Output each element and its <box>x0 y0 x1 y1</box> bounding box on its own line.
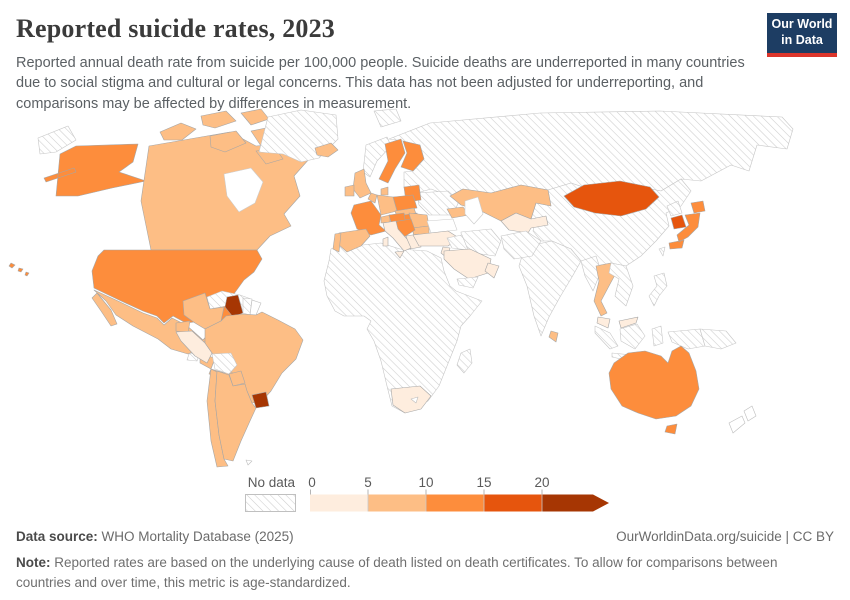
data-source: Data source: WHO Mortality Database (202… <box>16 529 294 544</box>
rights-link[interactable]: OurWorldinData.org/suicide | CC BY <box>616 529 834 544</box>
country-finland[interactable] <box>400 140 425 172</box>
country-taiwan[interactable] <box>658 246 666 257</box>
country-malaysia[interactable] <box>596 316 639 329</box>
black-sea <box>426 218 458 234</box>
country-central-asia[interactable] <box>500 212 549 234</box>
note-text: Reported rates are based on the underlyi… <box>16 555 778 591</box>
legend-bin-15-20[interactable] <box>484 494 542 512</box>
country-lesotho[interactable] <box>410 396 419 404</box>
country-india[interactable] <box>518 240 582 337</box>
country-benelux[interactable] <box>367 192 378 204</box>
country-russia[interactable] <box>388 110 794 197</box>
country-portugal[interactable] <box>332 232 342 253</box>
legend-tick-4: 20 <box>534 475 549 490</box>
page-title: Reported suicide rates, 2023 <box>16 14 335 43</box>
legend-bin-20-plus[interactable] <box>542 494 609 512</box>
country-uruguay[interactable] <box>251 391 270 409</box>
no-data-swatch[interactable] <box>245 494 296 512</box>
country-argentina[interactable] <box>214 370 257 462</box>
world-map <box>8 108 794 468</box>
caspian-sea <box>464 196 484 225</box>
country-chukotka[interactable] <box>37 125 77 155</box>
note-label: Note: <box>16 555 51 570</box>
country-peru[interactable] <box>175 330 213 364</box>
no-data-label: No data <box>248 475 296 490</box>
country-papua-new-guinea[interactable] <box>699 328 737 350</box>
legend-bin-10-15[interactable] <box>426 494 484 512</box>
country-bolivia[interactable] <box>211 352 238 375</box>
data-source-label: Data source: <box>16 529 98 544</box>
country-yemen[interactable] <box>456 276 479 289</box>
country-south-africa[interactable] <box>390 385 432 414</box>
country-philippines[interactable] <box>648 272 668 307</box>
legend-tick-2: 10 <box>418 475 433 490</box>
country-iceland[interactable] <box>314 142 339 158</box>
hudson-bay <box>223 167 264 213</box>
country-mongolia[interactable] <box>563 180 660 217</box>
owid-logo-line2: in Data <box>781 33 823 47</box>
country-sri-lanka[interactable] <box>548 330 559 343</box>
owid-logo[interactable]: Our World in Data <box>767 13 837 57</box>
data-source-text: WHO Mortality Database (2025) <box>101 529 294 544</box>
map-legend: No data 0 5 10 15 20 <box>245 475 609 512</box>
country-australia[interactable] <box>608 345 700 420</box>
country-alaska[interactable] <box>43 143 147 197</box>
country-tasmania[interactable] <box>664 423 678 435</box>
legend-tick-3: 15 <box>476 475 491 490</box>
country-hawaii[interactable] <box>8 262 30 277</box>
country-saudi-arabia[interactable] <box>443 248 492 280</box>
country-indochina[interactable] <box>608 262 634 307</box>
chart-subtitle: Reported annual death rate from suicide … <box>16 55 745 112</box>
owid-logo-line1: Our World <box>771 17 833 32</box>
country-denmark[interactable] <box>380 186 389 196</box>
country-svalbard[interactable] <box>373 108 402 128</box>
legend-bin-0-5[interactable] <box>310 494 368 512</box>
country-north-korea[interactable] <box>666 200 683 217</box>
country-french-guiana[interactable] <box>249 299 262 316</box>
country-afghanistan-pakistan[interactable] <box>500 230 542 260</box>
country-new-zealand[interactable] <box>728 405 757 434</box>
country-oman-uae[interactable] <box>484 262 500 279</box>
country-switzerland[interactable] <box>380 214 391 224</box>
chart-footer: Data source: WHO Mortality Database (202… <box>16 529 834 594</box>
country-italy[interactable] <box>382 220 412 259</box>
country-japan[interactable] <box>668 200 706 250</box>
legend-tick-1: 5 <box>364 475 372 490</box>
chart-note: Note: Reported rates are based on the un… <box>16 553 834 594</box>
legend-tick-0: 0 <box>308 475 316 490</box>
country-ireland[interactable] <box>344 184 355 197</box>
legend-bin-5-10[interactable] <box>368 494 426 512</box>
country-madagascar[interactable] <box>456 348 473 374</box>
country-sweden[interactable] <box>378 138 406 184</box>
country-south-korea[interactable] <box>670 214 687 230</box>
country-africa-no-data[interactable] <box>323 242 483 414</box>
country-myanmar[interactable] <box>580 255 602 292</box>
country-falkland-islands[interactable] <box>245 459 253 466</box>
